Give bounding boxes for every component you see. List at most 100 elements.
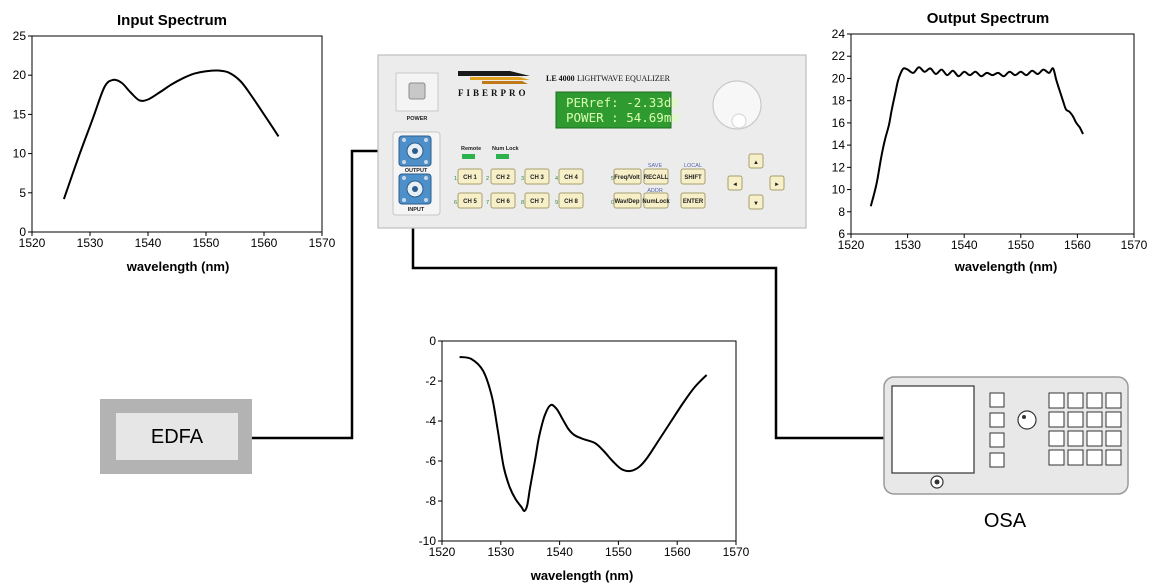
y-tick-label: 16	[832, 116, 846, 130]
osa-knob-dot	[1022, 415, 1026, 419]
x-tick-label: 1530	[77, 236, 104, 250]
recall-button[interactable]: RECALL	[643, 168, 669, 185]
freq-volt-button[interactable]: Freq/Volt	[613, 168, 642, 185]
brand-name: FIBERPRO	[458, 88, 529, 98]
osa-keypad-key[interactable]	[1105, 411, 1122, 428]
ch7-button[interactable]: CH 7	[524, 192, 550, 209]
x-tick-label: 1520	[19, 236, 46, 250]
remote-led	[462, 154, 475, 159]
x-tick-label: 1570	[1121, 238, 1148, 252]
osa-instrument[interactable]: OSA	[883, 376, 1129, 532]
osa-knob[interactable]	[1017, 410, 1037, 430]
ch6-button[interactable]: CH 6	[490, 192, 516, 209]
osa-keypad-key[interactable]	[1105, 430, 1122, 447]
y-tick-label: 5	[19, 186, 26, 200]
x-tick-label: 1560	[1064, 238, 1091, 252]
osa-keypad-key[interactable]	[1105, 392, 1122, 409]
key-number: 6	[454, 200, 457, 206]
key-number: 4	[555, 176, 558, 182]
osa-keypad-key[interactable]	[1067, 449, 1084, 466]
input-spectrum-curve	[62, 69, 280, 200]
fiber-edfa-to-input	[252, 149, 393, 440]
output-port[interactable]	[398, 135, 432, 167]
shift-button[interactable]: SHIFT	[680, 168, 706, 185]
svg-text:Wav/Dep: Wav/Dep	[614, 199, 639, 205]
osa-keypad-key[interactable]	[1086, 411, 1103, 428]
svg-text:CH 8: CH 8	[564, 199, 578, 205]
arrow-left-button[interactable]: ◄	[727, 175, 743, 191]
osa-keypad-key[interactable]	[1048, 392, 1065, 409]
numlock-button[interactable]: NumLock	[642, 192, 670, 209]
x-tick-label: 1550	[193, 236, 220, 250]
svg-text:►: ►	[774, 182, 780, 188]
key-number: 2	[486, 176, 489, 182]
osa-screen	[891, 385, 975, 474]
y-tick-label: 10	[13, 147, 27, 161]
edfa-label: EDFA	[151, 426, 204, 448]
svg-text:RECALL: RECALL	[644, 175, 669, 181]
osa-keypad-key[interactable]	[1086, 449, 1103, 466]
osa-keypad-key[interactable]	[1067, 392, 1084, 409]
x-tick-label: 1550	[1007, 238, 1034, 252]
profile-chart-frame	[441, 340, 737, 542]
svg-text:CH 5: CH 5	[463, 199, 477, 205]
equalizer-profile-chart: 1520 1530 1540 1550 1560 1570 -10 -8 -6 -4 -2 0 wav…	[419, 334, 750, 583]
local-label: LOCAL	[684, 163, 702, 169]
power-label: POWER	[407, 116, 428, 122]
adjust-knob[interactable]	[712, 80, 762, 130]
osa-keypad-key[interactable]	[1048, 430, 1065, 447]
arrow-up-button[interactable]: ▲	[748, 153, 764, 169]
equalizer-device: POWER FIBERPRO LE 4000 LIGHTWAVE EQUALIZ…	[377, 54, 807, 229]
lcd-display	[555, 91, 672, 129]
y-tick-label: 22	[832, 49, 846, 63]
arrow-down-button[interactable]: ▼	[748, 194, 764, 210]
osa-keypad-key[interactable]	[1048, 411, 1065, 428]
input-spectrum-title: Input Spectrum	[117, 12, 227, 29]
x-tick-label: 1520	[838, 238, 865, 252]
input-port[interactable]	[398, 173, 432, 205]
svg-text:Freq/Volt: Freq/Volt	[614, 175, 640, 181]
ch2-button[interactable]: CH 2	[490, 168, 516, 185]
osa-keypad-key[interactable]	[1067, 430, 1084, 447]
enter-button[interactable]: ENTER	[680, 192, 706, 209]
y-tick-label: 24	[832, 27, 846, 41]
input-chart-frame	[31, 35, 323, 233]
power-button[interactable]	[408, 82, 426, 100]
svg-text:CH 2: CH 2	[496, 175, 510, 181]
svg-text:◄: ◄	[732, 182, 738, 188]
input-spectrum-chart: Input Spectrum 1520 1530 1540 1550 1560 15700…	[13, 12, 336, 274]
osa-keypad-key[interactable]	[1048, 449, 1065, 466]
key-number: 3	[521, 176, 524, 182]
ch8-button[interactable]: CH 8	[558, 192, 584, 209]
osa-keypad[interactable]	[1048, 392, 1122, 466]
profile-curve	[459, 356, 708, 513]
key-number: 7	[486, 200, 489, 206]
wav-dep-button[interactable]: Wav/Dep	[613, 192, 642, 209]
y-tick-label: 0	[429, 334, 436, 348]
y-tick-label: -6	[425, 454, 436, 468]
key-number: 1	[454, 176, 457, 182]
ch4-button[interactable]: CH 4	[558, 168, 584, 185]
x-tick-label: 1520	[429, 545, 456, 559]
svg-text:CH 7: CH 7	[530, 199, 544, 205]
osa-keypad-key[interactable]	[1105, 449, 1122, 466]
y-tick-label: -2	[425, 374, 436, 388]
y-tick-label: 10	[832, 183, 846, 197]
y-tick-label: -8	[425, 494, 436, 508]
svg-text:CH 4: CH 4	[564, 175, 578, 181]
input-xaxis-label: wavelength (nm)	[126, 259, 230, 274]
edfa-box[interactable]: EDFA	[100, 399, 252, 474]
model-name: LE 4000	[546, 74, 575, 83]
osa-keypad-key[interactable]	[1086, 392, 1103, 409]
ch3-button[interactable]: CH 3	[524, 168, 550, 185]
osa-keypad-key[interactable]	[1067, 411, 1084, 428]
y-tick-label: 8	[838, 205, 845, 219]
x-tick-label: 1540	[135, 236, 162, 250]
ch5-button[interactable]: CH 5	[457, 192, 483, 209]
x-tick-label: 1570	[723, 545, 750, 559]
key-number: 9	[555, 200, 558, 206]
arrow-right-button[interactable]: ►	[769, 175, 785, 191]
ch1-button[interactable]: CH 1	[457, 168, 483, 185]
osa-keypad-key[interactable]	[1086, 430, 1103, 447]
